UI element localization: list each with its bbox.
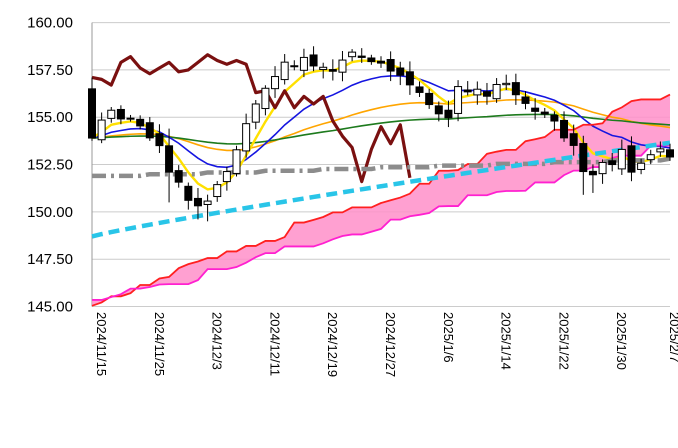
svg-text:150.00: 150.00 (27, 204, 73, 221)
svg-text:2025/1/6: 2025/1/6 (441, 312, 456, 363)
svg-text:2025/1/22: 2025/1/22 (556, 312, 571, 370)
svg-text:155.00: 155.00 (27, 109, 73, 126)
svg-text:145.00: 145.00 (27, 298, 73, 315)
svg-text:2024/12/11: 2024/12/11 (267, 312, 282, 376)
svg-text:157.50: 157.50 (27, 62, 73, 79)
svg-text:2024/12/19: 2024/12/19 (325, 312, 340, 377)
svg-text:147.50: 147.50 (27, 251, 73, 268)
svg-text:2025/2/7: 2025/2/7 (667, 312, 678, 363)
svg-text:152.50: 152.50 (27, 156, 73, 173)
svg-text:2024/11/15: 2024/11/15 (94, 312, 109, 376)
svg-text:2025/1/14: 2025/1/14 (499, 312, 514, 370)
svg-text:2024/11/25: 2024/11/25 (152, 312, 167, 376)
svg-text:160.00: 160.00 (27, 15, 73, 32)
svg-text:2025/1/30: 2025/1/30 (614, 312, 629, 370)
svg-text:2024/12/27: 2024/12/27 (383, 312, 398, 377)
svg-text:2024/12/3: 2024/12/3 (210, 312, 225, 370)
